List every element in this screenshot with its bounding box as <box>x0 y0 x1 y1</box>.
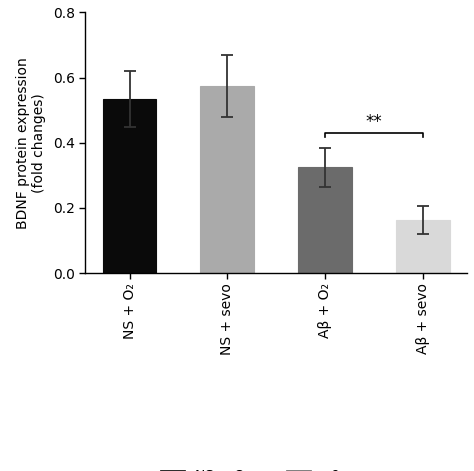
Text: **: ** <box>365 114 383 131</box>
Bar <box>201 86 254 273</box>
Legend: NS + O$_2$, NS + sevo, A$\beta$ + O$_2$, A$\beta$ + sevo: NS + O$_2$, NS + sevo, A$\beta$ + O$_2$,… <box>160 468 392 471</box>
Y-axis label: BDNF protein expression
(fold changes): BDNF protein expression (fold changes) <box>16 57 46 229</box>
Bar <box>396 220 450 273</box>
Bar <box>298 167 352 273</box>
Bar <box>103 99 156 273</box>
